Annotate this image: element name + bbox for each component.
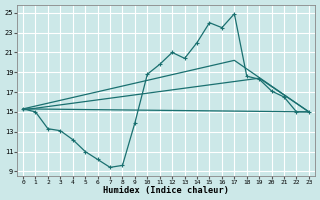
X-axis label: Humidex (Indice chaleur): Humidex (Indice chaleur) [103,186,229,195]
